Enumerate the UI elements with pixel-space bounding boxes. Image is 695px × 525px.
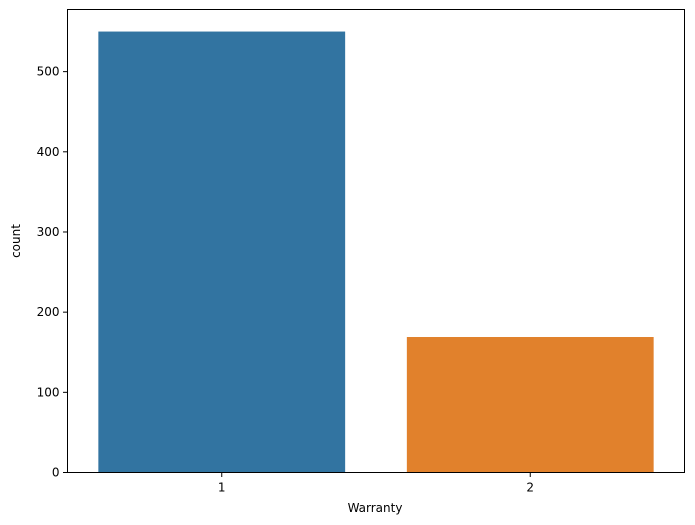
bars-group — [98, 31, 654, 473]
x-tick-label: 2 — [526, 481, 534, 495]
y-tick-label: 300 — [37, 225, 60, 239]
plot-frame — [67, 9, 685, 473]
y-tick-label: 0 — [52, 466, 60, 480]
y-tick-label: 500 — [37, 65, 60, 79]
y-axis-label: count — [9, 224, 23, 258]
bar-2 — [406, 337, 654, 473]
y-tick-label: 100 — [37, 385, 60, 399]
x-axis-label: Warranty — [348, 501, 403, 515]
y-tick-label: 200 — [37, 305, 60, 319]
x-tick-label: 1 — [218, 481, 226, 495]
bar-1 — [98, 31, 346, 473]
y-tick-label: 400 — [37, 145, 60, 159]
y-axis-ticks: 0 100 200 300 400 500 — [37, 65, 68, 480]
